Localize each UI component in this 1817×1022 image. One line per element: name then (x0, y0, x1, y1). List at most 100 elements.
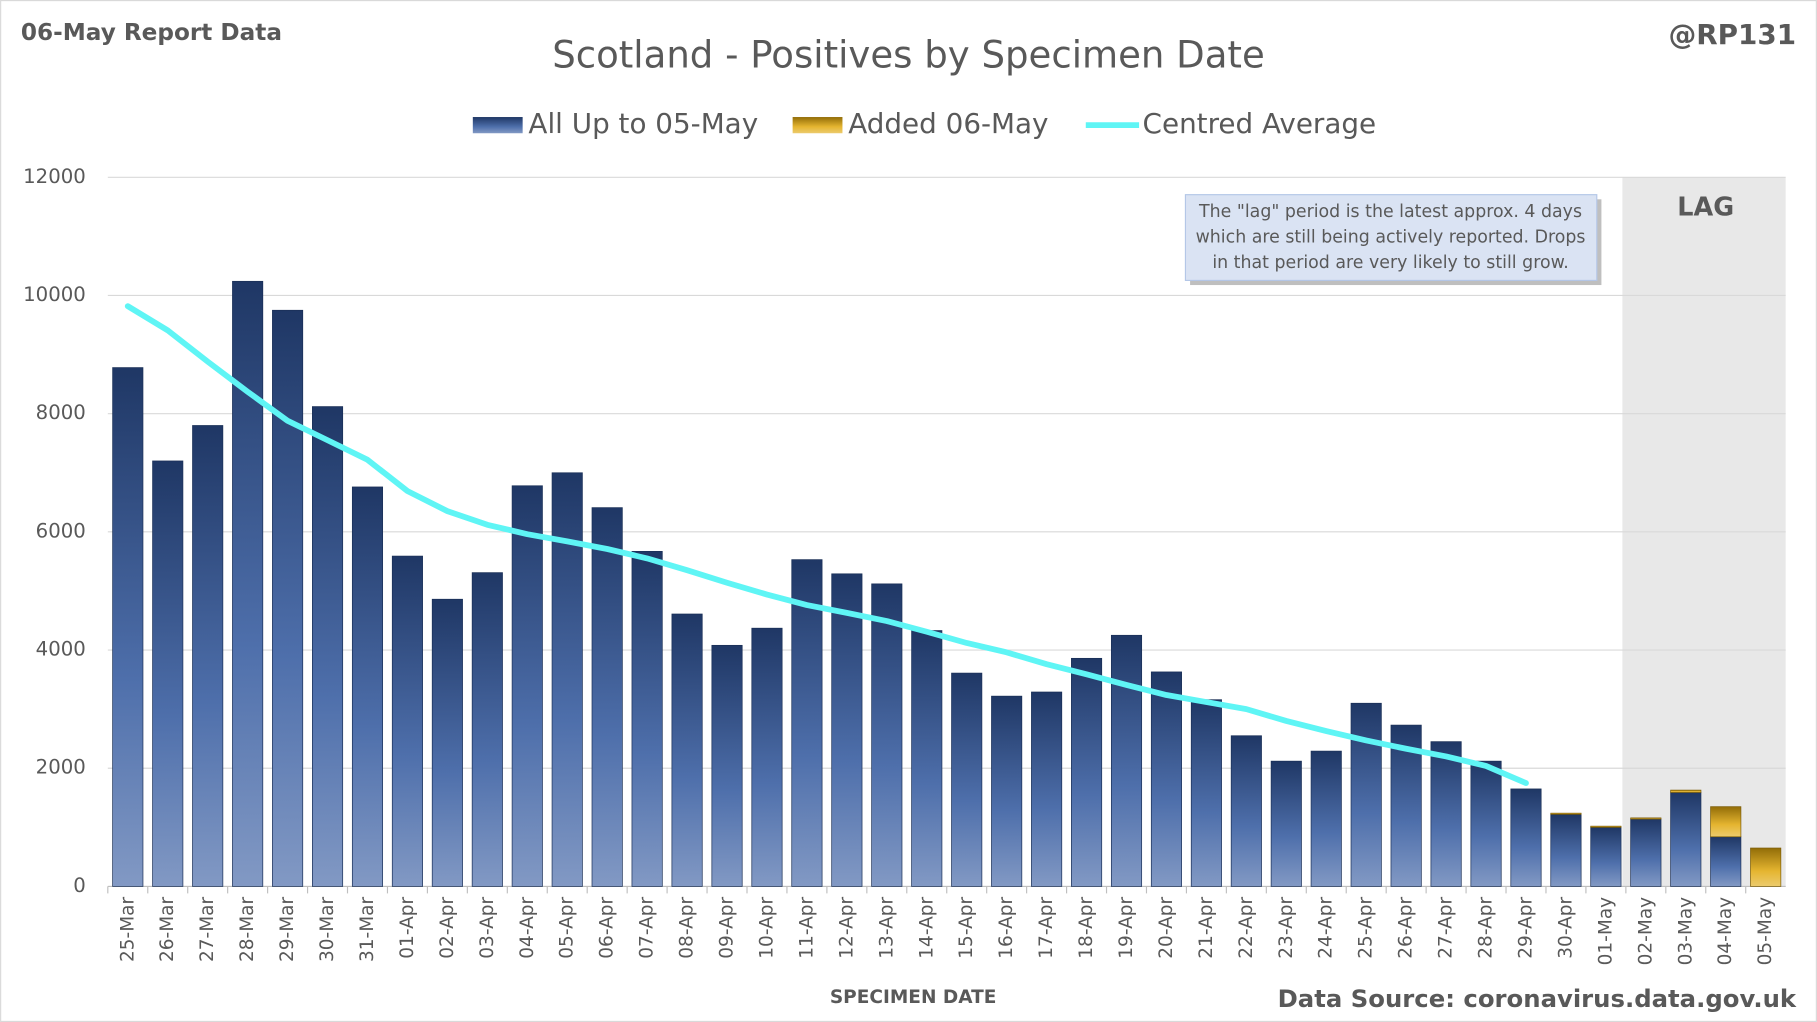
x-tick-label: 01-May (1595, 897, 1616, 966)
x-tick-label: 05-Apr (557, 896, 578, 958)
x-tick-label: 21-Apr (1196, 896, 1217, 958)
bar (1750, 847, 1782, 887)
x-tick-label: 06-Apr (597, 896, 618, 958)
legend-swatch (792, 117, 843, 134)
x-tick-label: 31-Mar (357, 896, 378, 962)
bar (1310, 750, 1342, 887)
x-tick-label: 20-Apr (1156, 896, 1177, 958)
bar (551, 472, 583, 887)
x-tick-label: 26-Mar (157, 896, 178, 962)
bar (431, 598, 463, 887)
x-tick-label: 30-Apr (1555, 896, 1576, 958)
bar (272, 309, 304, 887)
y-tick-label: 10000 (23, 283, 86, 306)
legend-label: Centred Average (1143, 107, 1377, 140)
x-tick-label: 29-Mar (277, 896, 298, 962)
lag-label: LAG (1677, 193, 1734, 223)
x-tick-label: 09-Apr (717, 896, 738, 958)
bar (1270, 760, 1302, 887)
x-tick-label: 23-Apr (1276, 896, 1297, 958)
x-tick-label: 18-Apr (1076, 896, 1097, 958)
report-label: 06-May Report Data (21, 19, 282, 46)
annotation-box (1184, 194, 1598, 281)
x-tick-label: 10-Apr (756, 896, 777, 958)
bar (391, 555, 423, 887)
bar (1630, 817, 1662, 820)
bar (911, 630, 943, 887)
bar (232, 280, 264, 887)
bar (991, 695, 1023, 887)
legend-swatch (472, 117, 523, 134)
bar (1470, 760, 1502, 887)
x-tick-label: 07-Apr (637, 896, 658, 958)
bar (1071, 657, 1103, 887)
bar (152, 460, 184, 887)
x-tick-label: 30-Mar (317, 896, 338, 962)
bar (1710, 806, 1742, 838)
bar (1350, 702, 1382, 887)
bar (791, 559, 823, 887)
bar (1550, 812, 1582, 815)
x-tick-label: 27-Mar (197, 896, 218, 962)
x-tick-label: 14-Apr (916, 896, 937, 958)
y-tick-label: 4000 (36, 638, 86, 661)
bar (591, 507, 623, 887)
handle: @RP131 (1668, 18, 1796, 51)
legend-label: All Up to 05-May (528, 107, 758, 140)
legend-label: Added 06-May (848, 107, 1048, 140)
bar (1150, 671, 1182, 887)
bar (1590, 825, 1622, 828)
x-tick-label: 15-Apr (956, 896, 977, 958)
bar (671, 613, 703, 887)
x-tick-label: 28-Apr (1476, 896, 1497, 958)
y-tick-label: 6000 (36, 519, 86, 542)
bar (711, 644, 743, 887)
bar (511, 485, 543, 887)
bar (751, 627, 783, 887)
source: Data Source: coronavirus.data.gov.uk (1278, 984, 1797, 1013)
x-tick-label: 25-Mar (117, 896, 138, 962)
x-tick-label: 19-Apr (1116, 896, 1137, 958)
bar (351, 486, 384, 887)
y-tick-label: 2000 (36, 756, 86, 779)
x-tick-label: 02-Apr (437, 896, 458, 958)
x-tick-label: 17-Apr (1036, 896, 1057, 958)
x-tick-label: 22-Apr (1236, 896, 1257, 958)
x-tick-label: 04-Apr (517, 896, 538, 958)
x-tick-label: 01-Apr (397, 896, 418, 958)
annotation-text: The "lag" period is the latest approx. 4… (1198, 202, 1582, 222)
y-tick-label: 0 (73, 874, 86, 897)
bar (1230, 735, 1262, 887)
bar (1031, 691, 1063, 887)
x-tick-label: 02-May (1635, 897, 1656, 966)
bar (1430, 741, 1462, 887)
x-tick-label: 11-Apr (796, 896, 817, 958)
bar (1630, 818, 1662, 887)
bar (871, 583, 903, 887)
bar (1670, 792, 1702, 887)
bar (1550, 813, 1582, 887)
x-axis-label: SPECIMEN DATE (830, 987, 997, 1008)
bar (1110, 634, 1143, 887)
bar (631, 551, 663, 887)
x-tick-label: 03-May (1675, 897, 1696, 966)
x-tick-label: 13-Apr (876, 896, 897, 958)
bar (951, 672, 983, 887)
y-tick-label: 8000 (36, 401, 86, 424)
bar (192, 425, 224, 887)
bar (1670, 789, 1702, 793)
average-line (124, 303, 1529, 786)
x-tick-label: 12-Apr (836, 896, 857, 958)
x-tick-label: 05-May (1755, 897, 1776, 966)
x-tick-label: 27-Apr (1436, 896, 1457, 958)
bar (471, 572, 503, 887)
annotation-text: in that period are very likely to still … (1212, 253, 1568, 273)
bar (831, 573, 863, 887)
x-tick-label: 26-Apr (1396, 896, 1417, 958)
bar (1590, 826, 1622, 887)
x-tick-label: 28-Mar (237, 896, 258, 962)
annotation-text: which are still being actively reported.… (1196, 228, 1586, 248)
y-tick-label: 12000 (23, 165, 86, 188)
bar (1710, 836, 1742, 887)
